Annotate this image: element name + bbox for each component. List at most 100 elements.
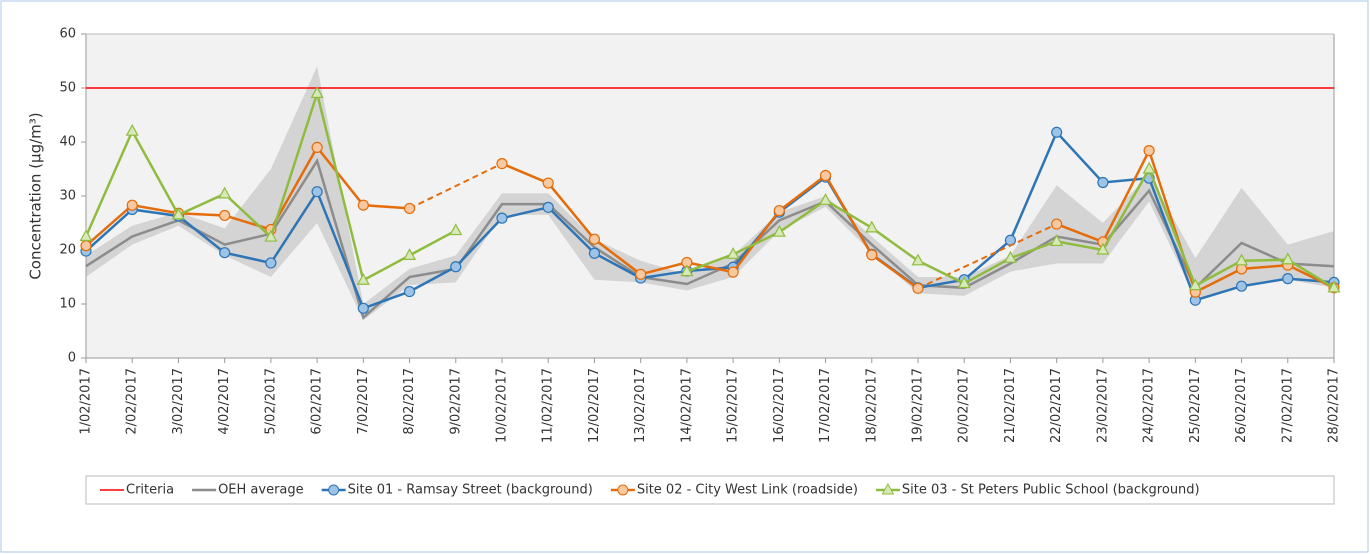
x-tick-label: 12/02/2017	[587, 368, 602, 443]
series-line	[85, 130, 1335, 310]
y-tick-label: 0	[68, 351, 76, 366]
data-point	[450, 261, 462, 273]
data-point	[1051, 218, 1063, 230]
data-point	[726, 247, 740, 259]
data-point	[310, 86, 324, 99]
x-tick-label: 24/02/2017	[1142, 368, 1157, 443]
legend-label: Site 02 - City West Link (roadside)	[637, 483, 858, 498]
x-tick-label: 20/02/2017	[957, 368, 972, 443]
data-point	[403, 285, 416, 298]
y-tick-label: 60	[59, 27, 76, 42]
data-point	[219, 209, 231, 222]
x-tick-label: 8/02/2017	[402, 368, 417, 435]
data-point	[311, 186, 323, 198]
data-point	[125, 123, 139, 136]
legend-marker	[328, 484, 340, 496]
data-point	[1188, 278, 1202, 291]
legend-label: Criteria	[126, 483, 174, 498]
data-point	[126, 199, 138, 211]
data-point	[1097, 176, 1109, 189]
data-point	[1096, 242, 1110, 255]
y-axis-label: Concentration (µg/m³)	[27, 112, 45, 279]
y-tick-label: 20	[59, 243, 76, 258]
data-point	[79, 229, 93, 242]
data-point	[542, 177, 554, 189]
data-point	[265, 257, 277, 269]
x-tick-label: 7/02/2017	[356, 368, 371, 435]
data-point	[357, 302, 369, 314]
x-tick-label: 11/02/2017	[541, 368, 556, 443]
x-tick-label: 1/02/2017	[79, 368, 94, 435]
x-tick-label: 13/02/2017	[633, 368, 648, 443]
data-point	[865, 220, 879, 233]
x-tick-label: 9/02/2017	[448, 368, 463, 435]
data-point	[311, 141, 323, 153]
x-tick-label: 4/02/2017	[217, 368, 232, 435]
data-point	[357, 199, 369, 211]
data-point	[773, 204, 785, 217]
data-point	[588, 233, 601, 245]
data-point	[80, 240, 92, 252]
data-point	[1281, 252, 1295, 265]
data-point	[542, 201, 554, 213]
data-point	[1235, 280, 1248, 292]
x-tick-label: 15/02/2017	[726, 368, 741, 443]
data-point	[1235, 253, 1249, 266]
x-tick-label: 19/02/2017	[911, 368, 926, 443]
data-point	[912, 282, 924, 294]
y-tick-label: 40	[59, 135, 76, 150]
data-point	[496, 212, 508, 224]
x-tick-label: 18/02/2017	[864, 368, 879, 443]
series-line	[85, 157, 1335, 320]
x-tick-label: 16/02/2017	[772, 368, 787, 443]
gap-bridge	[409, 162, 503, 210]
legend-box	[85, 475, 1335, 505]
x-tick-label: 5/02/2017	[263, 368, 278, 435]
data-point	[1142, 161, 1156, 174]
y-tick-label: 50	[59, 81, 76, 96]
data-point	[957, 276, 971, 289]
data-point	[1050, 234, 1064, 246]
data-point	[635, 268, 647, 280]
data-point	[772, 224, 786, 237]
data-point	[496, 158, 508, 170]
x-tick-label: 23/02/2017	[1095, 368, 1110, 443]
data-point	[727, 266, 739, 278]
data-point	[403, 202, 416, 215]
data-point	[680, 264, 694, 277]
data-point	[171, 207, 185, 220]
x-tick-label: 17/02/2017	[818, 368, 833, 443]
data-point	[1051, 126, 1063, 138]
y-tick-label: 10	[59, 297, 76, 312]
data-point	[219, 247, 231, 259]
y-tick-label: 30	[59, 189, 76, 204]
data-point	[1143, 145, 1155, 157]
data-point	[819, 169, 832, 182]
x-tick-label: 27/02/2017	[1280, 368, 1295, 443]
legend-label: Site 03 - St Peters Public School (backg…	[902, 483, 1200, 498]
x-tick-label: 2/02/2017	[125, 368, 140, 435]
data-point	[819, 193, 833, 205]
x-tick-label: 6/02/2017	[310, 368, 325, 435]
x-tick-label: 26/02/2017	[1234, 368, 1249, 443]
x-tick-label: 14/02/2017	[679, 368, 694, 443]
legend-marker	[617, 484, 629, 496]
data-point	[1282, 273, 1294, 285]
legend-marker	[881, 482, 895, 495]
data-point	[403, 248, 417, 260]
legend-label: OEH average	[218, 483, 304, 498]
legend-label: Site 01 - Ramsay Street (background)	[348, 483, 593, 498]
data-point	[866, 249, 878, 261]
data-point	[1003, 250, 1017, 263]
data-point	[264, 229, 278, 242]
data-point	[218, 186, 232, 199]
x-tick-label: 22/02/2017	[1049, 368, 1064, 443]
gap-bridge	[917, 223, 1058, 290]
data-point	[356, 272, 370, 285]
data-point	[449, 223, 463, 236]
x-tick-label: 21/02/2017	[1003, 368, 1018, 443]
x-tick-label: 3/02/2017	[171, 368, 186, 435]
x-tick-label: 28/02/2017	[1327, 368, 1342, 443]
x-tick-label: 10/02/2017	[495, 368, 510, 443]
